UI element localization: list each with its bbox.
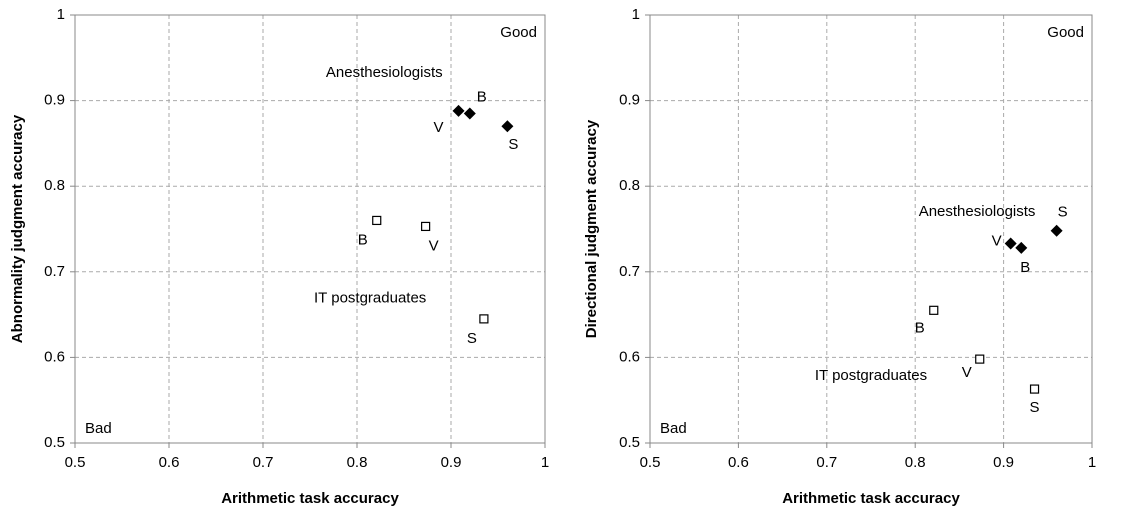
point-label: V [962,364,972,381]
point [975,354,985,364]
x-tick-label: 0.7 [816,454,837,471]
point [1050,224,1063,237]
plot-frame [74,14,546,444]
y-tick-label: 0.6 [44,348,65,365]
y-tick-label: 0.7 [44,263,65,280]
point [1015,241,1028,254]
y-tick-label: 0.5 [619,434,640,451]
y-axis-title: Abnormality judgment accuracy [9,114,26,343]
point [452,104,465,117]
plot-frame [649,14,1093,444]
y-tick-label: 0.6 [619,348,640,365]
y-tick-label: 0.8 [44,177,65,194]
x-tick-label: 0.6 [728,454,749,471]
y-tick-label: 0.9 [44,92,65,109]
series-name: Anesthesiologists [326,64,443,81]
x-tick-label: 0.8 [347,454,368,471]
y-tick-label: 0.9 [619,92,640,109]
series-name: IT postgraduates [815,367,927,384]
y-tick-label: 0.5 [44,434,65,451]
x-axis-title: Arithmetic task accuracy [782,490,960,507]
point [421,221,431,232]
point-label: S [1030,399,1040,416]
point-label: V [429,237,439,254]
series-name: IT postgraduates [314,289,426,306]
point [929,305,939,315]
y-tick-label: 0.7 [619,263,640,280]
y-tick-label: 0.8 [619,177,640,194]
point-label: B [477,88,487,105]
x-tick-label: 0.8 [905,454,926,471]
x-tick-label: 0.5 [640,454,661,471]
annotation: Bad [660,420,687,437]
y-axis-title: Directional judgment accuracy [583,119,600,338]
point [463,107,476,120]
annotation: Good [1047,24,1084,41]
x-tick-label: 0.5 [65,454,86,471]
point-label: B [358,231,368,248]
x-axis-title: Arithmetic task accuracy [221,490,399,507]
annotation: Bad [85,420,112,437]
x-tick-label: 0.7 [253,454,274,471]
point-label: S [467,330,477,347]
point-label: S [508,136,518,153]
x-tick-label: 1 [1088,454,1096,471]
point [372,215,382,226]
annotation: Good [500,24,537,41]
point [1029,384,1040,394]
series-name: Anesthesiologists [919,203,1036,220]
point [1004,237,1017,250]
point-label: B [915,319,925,336]
y-tick-label: 1 [57,6,65,23]
x-tick-label: 0.9 [993,454,1014,471]
point-label: V [992,233,1002,250]
y-tick-label: 1 [632,6,640,23]
x-tick-label: 1 [541,454,549,471]
point-label: V [434,119,444,136]
x-tick-label: 0.6 [159,454,180,471]
point [479,314,489,324]
point-label: S [1058,204,1068,221]
point [501,120,514,133]
x-tick-label: 0.9 [441,454,462,471]
point-label: B [1020,259,1030,276]
